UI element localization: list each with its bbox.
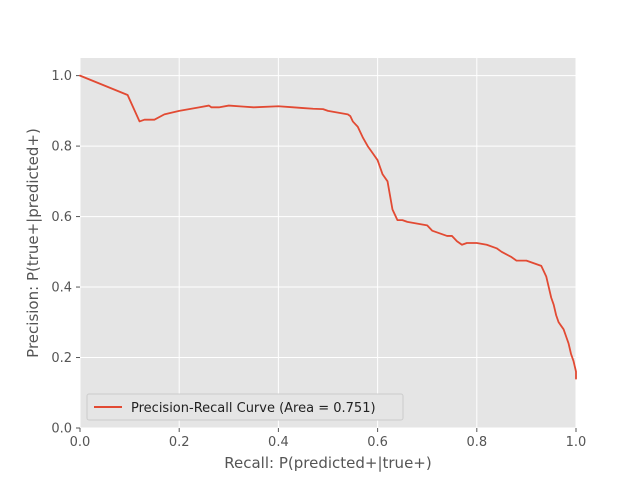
- plot-background: [80, 58, 576, 428]
- legend-box: [86, 393, 404, 421]
- tick-labels: 0.0 0.2 0.4 0.6 0.8 1.0 0.0 0.2 0.4 0.6 0.8 1.0: [51, 69, 586, 450]
- y-tick-label: 0.0: [51, 422, 72, 437]
- axis-ticks: [76, 75, 577, 432]
- series-line-0: [79, 74, 577, 380]
- x-tick-label: 0.4: [268, 435, 289, 450]
- y-tick-label: 0.8: [51, 140, 72, 155]
- x-axis-label: Recall: P(predicted+|true+): [224, 454, 431, 472]
- y-tick-label: 1.0: [51, 69, 72, 84]
- y-tick-label: 0.6: [51, 210, 72, 225]
- legend: Precision-Recall Curve (Area = 0.751): [86, 393, 404, 421]
- y-tick-label: 0.2: [51, 351, 72, 366]
- x-tick-label: 0.6: [367, 435, 388, 450]
- series-layer: [79, 74, 577, 380]
- legend-label: Precision-Recall Curve (Area = 0.751): [131, 401, 376, 416]
- y-axis-label: Precision: P(true+|predicted+): [24, 128, 42, 358]
- x-tick-label: 0.8: [466, 435, 487, 450]
- x-tick-label: 1.0: [566, 435, 587, 450]
- x-tick-label: 0.2: [169, 435, 190, 450]
- y-tick-label: 0.4: [51, 281, 72, 296]
- x-tick-label: 0.0: [70, 435, 91, 450]
